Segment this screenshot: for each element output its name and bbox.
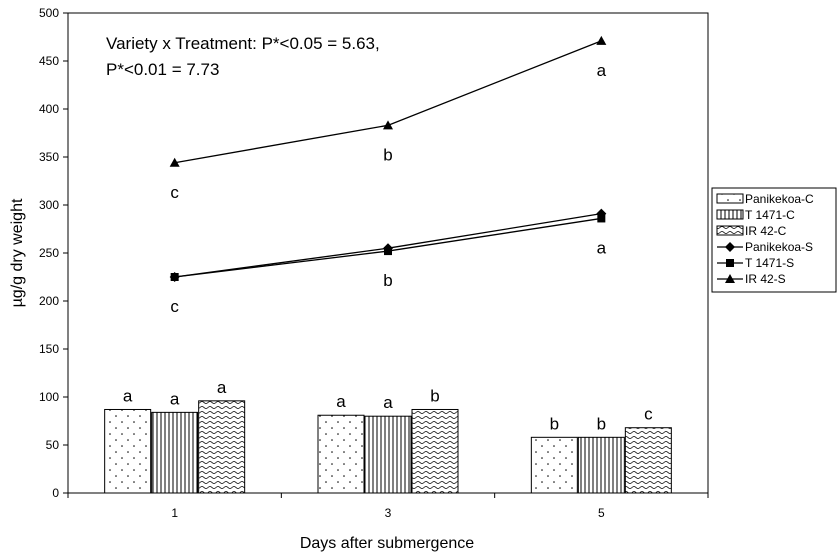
point-t-1471-s xyxy=(597,214,606,223)
bar-ir-42-c xyxy=(198,400,246,494)
y-tick-label: 300 xyxy=(39,198,59,212)
point-t-1471-s xyxy=(170,273,179,281)
bar-t-1471-c xyxy=(364,415,412,494)
y-tick-label: 0 xyxy=(52,486,59,500)
y-tick-label: 350 xyxy=(39,150,59,164)
x-tick-label: 3 xyxy=(385,506,392,520)
annotation-line-1: Variety x Treatment: P*<0.05 = 5.63, xyxy=(106,34,380,53)
legend-swatch-t-1471-c xyxy=(716,209,744,220)
line-letter: c xyxy=(170,183,179,202)
y-tick-label: 200 xyxy=(39,294,59,308)
legend-box xyxy=(711,187,837,293)
legend: Panikekoa-C T 1471-C IR 42-C Panikekoa-S T 1… xyxy=(711,187,837,293)
legend-swatch-ir-42-c xyxy=(716,225,744,236)
legend-label-panikekoa-c: Panikekoa-C xyxy=(745,192,814,206)
bar-letter: c xyxy=(644,405,653,424)
bar-letter: b xyxy=(597,414,606,433)
x-axis-title: Days after submergence xyxy=(300,535,474,552)
line-letter: a xyxy=(597,61,607,80)
point-ir-42-s xyxy=(596,35,607,45)
bar-panikekoa-c xyxy=(104,408,152,494)
line-letter: b xyxy=(383,145,392,164)
y-tick-label: 250 xyxy=(39,246,59,260)
legend-label-ir-42-s: IR 42-S xyxy=(745,272,786,286)
y-tick-label: 450 xyxy=(39,54,59,68)
line-letter: c xyxy=(170,297,179,316)
point-t-1471-s xyxy=(384,247,392,256)
legend-label-panikekoa-s: Panikekoa-S xyxy=(745,240,813,254)
y-tick-label: 500 xyxy=(39,6,59,20)
legend-label-t-1471-c: T 1471-C xyxy=(745,208,795,222)
y-tick-label: 400 xyxy=(39,102,59,116)
bar-letter: a xyxy=(123,386,133,405)
bar-t-1471-c xyxy=(151,411,199,494)
y-tick-label: 50 xyxy=(46,438,60,452)
y-tick-label: 100 xyxy=(39,390,59,404)
bar-letter: b xyxy=(550,414,559,433)
x-tick-label: 1 xyxy=(171,506,178,520)
x-tick-label: 5 xyxy=(598,506,605,520)
bar-layer xyxy=(104,400,672,494)
legend-label-t-1471-s: T 1471-S xyxy=(745,256,794,270)
y-axis-title: µg/g dry weight xyxy=(9,198,26,307)
bar-letter: a xyxy=(217,378,227,397)
y-tick-label: 150 xyxy=(39,342,59,356)
bar-panikekoa-c xyxy=(530,436,578,494)
legend-marker-ir-42-s xyxy=(725,274,735,283)
significance-letters: a a b a a b a b c c b a c b a xyxy=(123,61,653,433)
legend-label-ir-42-c: IR 42-C xyxy=(745,224,787,238)
line-letter: b xyxy=(383,271,392,290)
bar-ir-42-c xyxy=(624,427,672,494)
bar-panikekoa-c xyxy=(317,414,365,494)
bar-letter: b xyxy=(430,386,439,405)
bar-ir-42-c xyxy=(411,408,459,494)
bar-letter: a xyxy=(336,392,346,411)
bar-letter: a xyxy=(170,389,180,408)
annotation-line-2: P*<0.01 = 7.73 xyxy=(106,60,219,79)
line-layer xyxy=(169,35,607,282)
legend-marker-panikekoa-s xyxy=(725,242,735,252)
point-ir-42-s xyxy=(169,157,180,167)
legend-marker-t-1471-s xyxy=(726,259,734,267)
point-ir-42-s xyxy=(383,120,393,130)
legend-swatch-panikekoa-c xyxy=(716,193,744,204)
line-letter: a xyxy=(597,238,607,257)
bar-t-1471-c xyxy=(577,436,625,494)
bar-letter: a xyxy=(383,393,393,412)
